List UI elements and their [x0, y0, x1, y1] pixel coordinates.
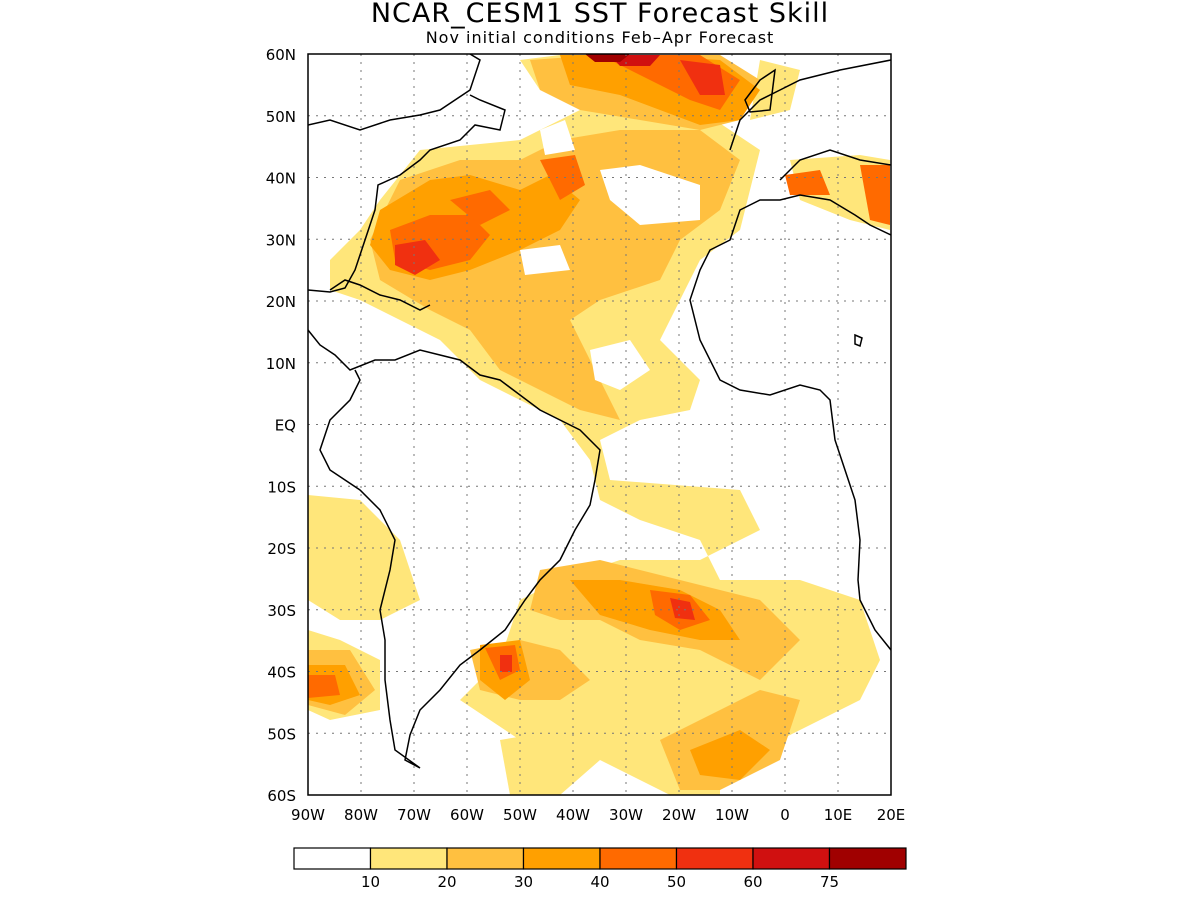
lon-tick-label: 10E	[824, 806, 853, 824]
lat-tick-label: 20N	[266, 293, 296, 311]
colorbar-swatch	[369, 847, 448, 870]
colorbar-label: 40	[590, 873, 609, 891]
map-title: NCAR_CESM1 SST Forecast Skill	[370, 0, 830, 29]
lat-tick-label: 30N	[266, 231, 296, 249]
colorbar-swatch	[446, 847, 525, 870]
colorbar-label: 75	[820, 873, 839, 891]
skill-level-50-60	[395, 60, 725, 672]
lon-tick-label: 0	[780, 806, 790, 824]
lon-tick-labels: 90W 80W 70W 60W 50W 40W 30W 20W 10W 0 10…	[291, 806, 905, 824]
colorbar-swatch	[599, 847, 678, 870]
africa-coast	[689, 194, 891, 651]
colorbar-label: 50	[667, 873, 686, 891]
skill-shading	[308, 54, 890, 795]
lat-tick-labels: 60N 50N 40N 30N 20N 10N EQ 10S 20S 30S 4…	[266, 46, 296, 805]
cuba-coast	[329, 279, 431, 311]
colorbar-swatch	[522, 847, 601, 870]
mediterranean-coast	[779, 149, 891, 181]
lon-tick-label: 50W	[503, 806, 537, 824]
north-america-coast	[308, 94, 506, 293]
lon-tick-label: 30W	[609, 806, 643, 824]
lat-tick-label: 40N	[266, 170, 296, 188]
south-america-coast	[308, 329, 601, 769]
lat-tick-label: 60S	[267, 787, 296, 805]
colorbar-label: 60	[743, 873, 762, 891]
europe-coast	[729, 59, 891, 151]
lon-tick-label: 80W	[344, 806, 378, 824]
canada-coast	[308, 54, 481, 131]
gridlines	[308, 54, 891, 795]
lon-tick-label: 90W	[291, 806, 325, 824]
colorbar-swatch	[293, 847, 372, 870]
lat-tick-label: 20S	[267, 540, 296, 558]
plot-frame	[307, 53, 892, 796]
colorbar-swatch	[675, 847, 754, 870]
lat-tick-label: 10N	[266, 355, 296, 373]
lon-tick-label: 20E	[877, 806, 906, 824]
map-subtitle: Nov initial conditions Feb–Apr Forecast	[425, 28, 775, 47]
british-isles-coast	[744, 68, 776, 113]
lon-tick-label: 70W	[397, 806, 431, 824]
lat-tick-label: 40S	[267, 664, 296, 682]
skill-level-75-plus	[585, 54, 630, 62]
lat-tick-label: EQ	[275, 417, 296, 435]
colorbar: 10 20 30 40 50 60 75	[293, 847, 907, 891]
colorbar-label: 30	[514, 873, 533, 891]
lon-tick-label: 40W	[556, 806, 590, 824]
low-skill-areas	[520, 120, 700, 390]
lon-tick-label: 10W	[715, 806, 749, 824]
lat-tick-label: 50S	[267, 725, 296, 743]
bioko-coast	[854, 333, 863, 348]
colorbar-label: 10	[361, 873, 380, 891]
lat-tick-label: 30S	[267, 602, 296, 620]
lat-tick-label: 60N	[266, 46, 296, 64]
colorbar-swatch	[828, 847, 907, 870]
coastlines	[308, 54, 891, 769]
lat-tick-label: 50N	[266, 108, 296, 126]
colorbar-label: 20	[437, 873, 456, 891]
lat-tick-label: 10S	[267, 478, 296, 496]
lon-tick-label: 20W	[662, 806, 696, 824]
colorbar-swatch	[752, 847, 831, 870]
lon-tick-label: 60W	[450, 806, 484, 824]
